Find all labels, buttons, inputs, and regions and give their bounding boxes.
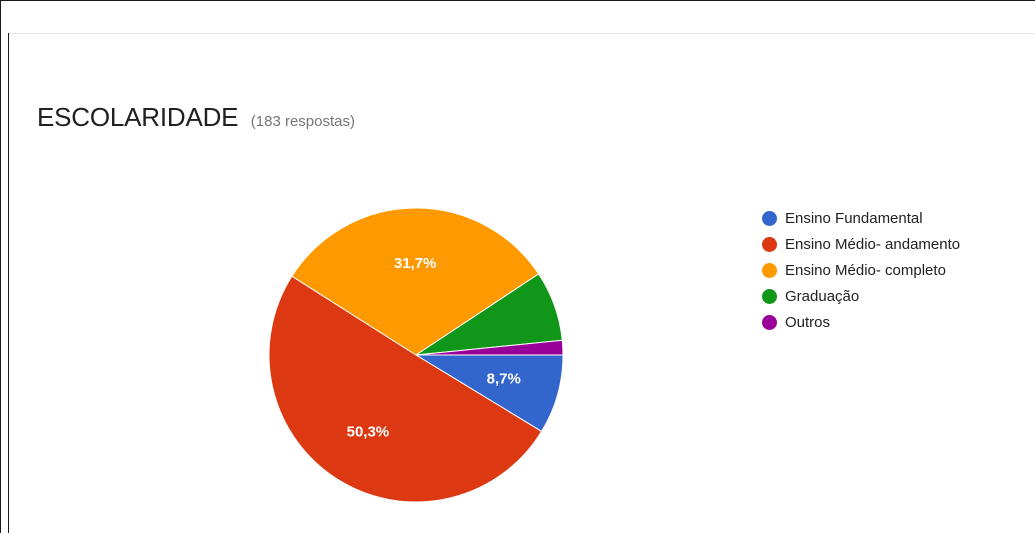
legend-label: Outros xyxy=(785,313,831,331)
pie-slice-outros[interactable] xyxy=(415,339,564,356)
chart-legend: Ensino Fundamental Ensino Médio- andamen… xyxy=(762,205,960,335)
legend-item-ensino-fundamental[interactable]: Ensino Fundamental xyxy=(762,205,960,231)
legend-item-ensino-medio-completo[interactable]: Ensino Médio- completo xyxy=(762,257,960,283)
legend-item-graduacao[interactable]: Graduação xyxy=(762,283,960,309)
legend-swatch xyxy=(762,288,777,304)
legend-label: Ensino Médio- completo xyxy=(785,261,946,279)
legend-swatch xyxy=(762,314,777,330)
pie-slice-ensino-medio-completo[interactable] xyxy=(291,207,540,356)
legend-swatch xyxy=(762,262,777,278)
slice-label-ensino-medio-completo: 31,7% xyxy=(394,255,437,272)
slice-label-ensino-fundamental: 8,7% xyxy=(487,371,521,388)
response-count: (183 respostas) xyxy=(250,113,355,130)
pie-slice-ensino-medio-andamento[interactable] xyxy=(268,275,543,503)
section-divider xyxy=(8,33,1035,34)
legend-swatch xyxy=(762,236,777,252)
chart-header: ESCOLARIDADE (183 respostas) xyxy=(37,102,355,133)
legend-item-ensino-medio-andamento[interactable]: Ensino Médio- andamento xyxy=(762,231,960,257)
legend-label: Ensino Médio- andamento xyxy=(785,235,961,253)
slice-label-ensino-medio-andamento: 50,3% xyxy=(347,423,390,440)
legend-item-outros[interactable]: Outros xyxy=(762,309,960,335)
card-left-edge xyxy=(8,33,9,533)
legend-swatch xyxy=(762,210,777,226)
legend-label: Graduação xyxy=(785,287,860,305)
chart-title: ESCOLARIDADE xyxy=(37,102,239,132)
legend-label: Ensino Fundamental xyxy=(785,209,923,227)
